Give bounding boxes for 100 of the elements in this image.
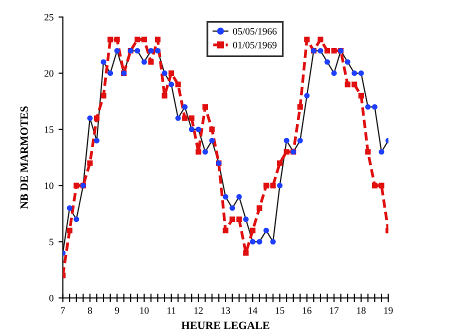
- point: [134, 48, 140, 54]
- point: [94, 138, 100, 144]
- point: [87, 115, 93, 121]
- y-tick-label: 25: [44, 14, 54, 21]
- point: [331, 70, 337, 76]
- point: [230, 205, 236, 211]
- x-tick-label: 14: [248, 307, 258, 314]
- point: [344, 59, 350, 65]
- legend-label: 01/05/1969: [233, 42, 277, 48]
- point: [94, 115, 100, 121]
- point: [344, 82, 350, 88]
- legend-label: 05/05/1966: [233, 28, 277, 35]
- point: [352, 70, 358, 76]
- point: [365, 104, 371, 110]
- point: [209, 126, 215, 132]
- y-tick-label: 10: [44, 182, 54, 190]
- x-tick-label: 18: [357, 307, 366, 314]
- point: [100, 59, 106, 65]
- point: [148, 59, 154, 65]
- point: [270, 182, 276, 188]
- point: [196, 126, 202, 132]
- point: [175, 82, 181, 88]
- y-axis-title: NB DE MARMOTES: [20, 106, 28, 209]
- point: [168, 70, 174, 76]
- point: [284, 149, 290, 155]
- x-tick-label: 10: [140, 307, 149, 314]
- point: [304, 92, 310, 98]
- point: [243, 250, 249, 256]
- point: [182, 104, 188, 110]
- point: [230, 216, 236, 222]
- point: [134, 36, 140, 42]
- y-tick-label: 20: [44, 70, 54, 77]
- point: [202, 104, 208, 110]
- point: [182, 115, 188, 121]
- point: [148, 48, 154, 54]
- point: [66, 228, 72, 234]
- point: [256, 205, 262, 211]
- point: [250, 228, 256, 234]
- point: [358, 70, 364, 76]
- x-tick-label: 7: [61, 307, 65, 314]
- point: [188, 126, 194, 132]
- point: [74, 216, 80, 222]
- point: [209, 138, 215, 144]
- point: [372, 104, 378, 110]
- x-tick-label: 9: [114, 307, 120, 314]
- point: [318, 36, 324, 42]
- point: [66, 205, 72, 211]
- point: [263, 228, 270, 234]
- point: [154, 48, 161, 54]
- x-tick-label: 13: [222, 307, 230, 314]
- point: [168, 82, 174, 88]
- point: [378, 182, 384, 188]
- point: [222, 194, 228, 200]
- point: [297, 104, 303, 110]
- point: [324, 48, 330, 54]
- point: [324, 59, 330, 65]
- point: [108, 70, 114, 76]
- point: [202, 149, 208, 155]
- point: [277, 160, 283, 166]
- point: [154, 36, 161, 42]
- point: [331, 48, 337, 54]
- point: [358, 92, 364, 98]
- point: [378, 149, 384, 155]
- point: [100, 92, 106, 98]
- point: [256, 238, 262, 245]
- point: [243, 216, 249, 222]
- point: [318, 48, 324, 54]
- point: [114, 48, 120, 54]
- point: [141, 59, 147, 65]
- point: [297, 138, 303, 144]
- point: [162, 92, 168, 98]
- point: [175, 115, 181, 121]
- point: [365, 149, 371, 155]
- point: [352, 82, 358, 88]
- y-tick-label: 15: [44, 126, 54, 133]
- point: [263, 182, 270, 188]
- point: [222, 228, 228, 234]
- x-tick-label: 19: [384, 307, 393, 314]
- x-tick-label: 15: [276, 307, 284, 314]
- point: [284, 138, 290, 144]
- point: [250, 238, 256, 245]
- x-tick-label: 8: [88, 307, 92, 314]
- point: [162, 70, 168, 76]
- point: [277, 182, 283, 188]
- point: [114, 36, 120, 42]
- x-tick-label: 16: [302, 307, 312, 314]
- point: [188, 115, 194, 121]
- point: [196, 149, 202, 155]
- point: [74, 182, 80, 188]
- point: [141, 36, 147, 42]
- point: [372, 182, 378, 188]
- point: [270, 238, 276, 245]
- point: [304, 36, 310, 42]
- x-tick-label: 12: [194, 307, 203, 314]
- x-tick-label: 11: [167, 307, 176, 314]
- y-tick-label: 5: [50, 238, 54, 246]
- point: [236, 194, 242, 200]
- x-tick-label: 17: [330, 307, 339, 314]
- point: [108, 36, 114, 42]
- x-axis-title: HEURE LEGALE: [181, 322, 270, 330]
